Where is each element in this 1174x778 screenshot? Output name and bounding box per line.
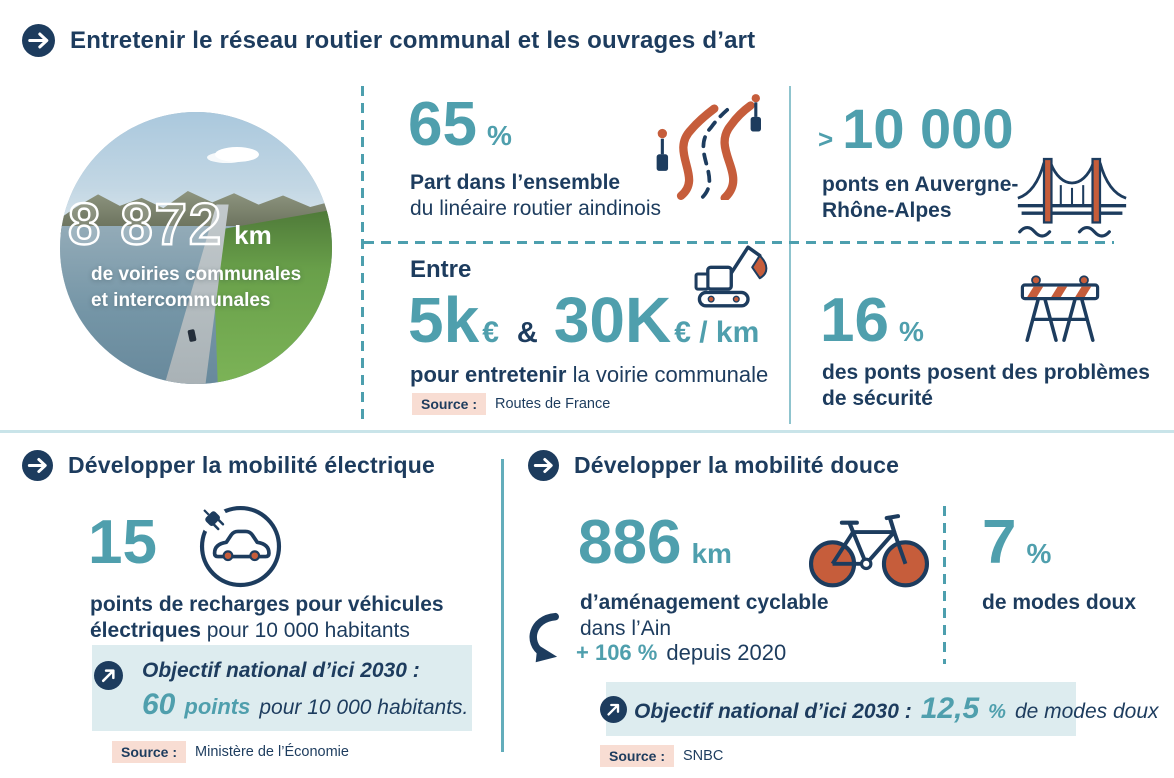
section-electric-header: Développer la mobilité électrique [22,450,435,481]
source-chip: Source : [600,745,675,767]
photo-caption: de voiries communales et intercommunales [91,262,301,314]
objective-soft-rest: de modes doux [1014,700,1159,723]
source-value: Routes de France [495,396,611,412]
stat-safety-label-2: de sécurité [822,387,933,410]
stat-charging-label-1: points de recharges pour véhicules [90,593,444,616]
stat-cost-label: pour entretenir la voirie communale [410,362,768,388]
stat-cost-high-unit: € / km [674,316,760,349]
stat-share-label-2: du linéaire routier aindinois [410,197,661,220]
stat-charging-label-2-bold: électriques [90,619,201,642]
suspension-bridge-icon [1016,148,1128,240]
photo-caption-line1: de voiries communales [91,264,302,285]
objective-soft-value: 12,5 [920,692,980,725]
section-electric-title: Développer la mobilité électrique [68,452,436,478]
section-roads-title: Entretenir le réseau routier communal et… [70,26,756,54]
source-ministere-economie: Source : Ministère de l’Économie [112,741,349,763]
photo-caption-line2: et intercommunales [91,290,271,311]
section-roads-header: Entretenir le réseau routier communal et… [22,24,755,57]
growth-rest: depuis 2020 [666,640,787,665]
excavator-icon [686,232,774,316]
stat-bridges-value: 10 000 [842,97,1014,160]
stat-charging-label-2: électriques pour 10 000 habitants [90,618,410,644]
target-arrow-icon [94,661,123,690]
stat-cost-high: 30K [553,284,672,356]
objective-box-soft [606,682,1076,736]
source-value: Ministère de l’Économie [195,744,349,760]
divider-vertical-dashed-top [361,86,364,424]
stat-softshare-label: de modes doux [982,591,1137,614]
source-chip: Source : [412,393,487,415]
divider-horizontal-dashed-top [364,241,1114,244]
stat-cost-low-unit: € [482,316,499,349]
objective-soft-value-unit: % [988,701,1006,723]
stat-cycling-label-bold: d’aménagement cyclable [580,591,829,614]
roadwork-barrier-icon [1016,272,1104,346]
objective-electric-value: 60 [142,688,176,721]
divider-horizontal-sections [0,430,1174,433]
source-chip: Source : [112,741,187,763]
stat-cycling-unit: km [691,538,732,569]
objective-soft-detail: Objectif national d’ici 2030 : 12,5 % de… [634,692,1159,726]
stat-bridges-label-1: ponts en Auvergne- [822,173,1019,196]
stat-safety-label-1: des ponts posent des problèmes [822,361,1150,384]
stat-cost-ampersand: & [516,317,538,349]
stat-cost-intro: Entre [410,256,472,283]
growth-value: + 106 % [576,640,658,665]
stat-charging-number: 15 [88,508,157,577]
bridge-aerial-photo: 8 872 km de voiries communales et interc… [60,112,332,384]
divider-vertical-dashed-soft [943,506,946,664]
stat-safety-value: 16 [820,286,889,355]
winding-road-icon [648,92,766,203]
photo-stat: 8 872 km [67,192,272,257]
divider-vertical-solid-top [789,86,791,424]
target-arrow-icon [600,696,627,723]
photo-stat-unit: km [234,220,272,250]
stat-safety-number: 16 % [820,286,924,355]
objective-soft-title: Objectif national d’ici 2030 : [634,700,912,723]
stat-charging-value: 15 [88,508,157,577]
stat-share-unit: % [486,120,512,151]
stat-cost-label-rest: la voirie communale [572,362,769,387]
stat-cost-number: 5k € & 30K € / km [408,284,760,356]
stat-share-label-1: Part dans l’ensemble [410,171,621,194]
divider-vertical-bottom [501,459,504,752]
objective-electric-rest: pour 10 000 habitants. [259,696,469,719]
electric-car-icon [192,498,284,590]
source-routes-de-france: Source : Routes de France [412,393,610,415]
photo-stat-value: 8 872 [67,192,224,257]
stat-cycling-number: 886 km [578,508,732,577]
source-snbc: Source : SNBC [600,745,723,767]
section-soft-header: Développer la mobilité douce [528,450,899,481]
stat-cost-low: 5k [408,284,480,356]
stat-cycling-label-rest: dans l’Ain [580,617,672,640]
stat-softshare-number: 7 % [982,508,1052,577]
stat-bridges-label-2: Rhône-Alpes [822,199,952,222]
stat-bridges-prefix: > [818,124,834,154]
photo-field [212,209,332,384]
curved-arrow-icon [524,612,566,666]
stat-share-number: 65 % [408,90,512,159]
stat-safety-unit: % [898,316,924,347]
forward-arrow-icon [528,450,559,481]
forward-arrow-icon [22,24,55,57]
stat-softshare-value: 7 [982,508,1017,577]
stat-cycling-growth: + 106 % depuis 2020 [576,640,786,666]
objective-electric-title: Objectif national d’ici 2030 : [142,659,420,682]
forward-arrow-icon [22,450,53,481]
objective-electric-value-unit: points [184,694,251,719]
stat-charging-label-2-rest: pour 10 000 habitants [206,619,410,642]
stat-bridges-number: > 10 000 [818,97,1014,160]
photo-cloud [215,147,259,163]
source-value: SNBC [683,748,724,764]
objective-box-electric [92,645,472,731]
stat-share-value: 65 [408,90,477,159]
stat-cycling-value: 886 [578,508,682,577]
bicycle-icon [802,504,936,590]
stat-cost-label-bold: pour entretenir [410,362,567,387]
section-soft-title: Développer la mobilité douce [574,452,900,478]
objective-electric-detail: 60 points pour 10 000 habitants. [142,688,468,722]
stat-softshare-unit: % [1026,538,1052,569]
